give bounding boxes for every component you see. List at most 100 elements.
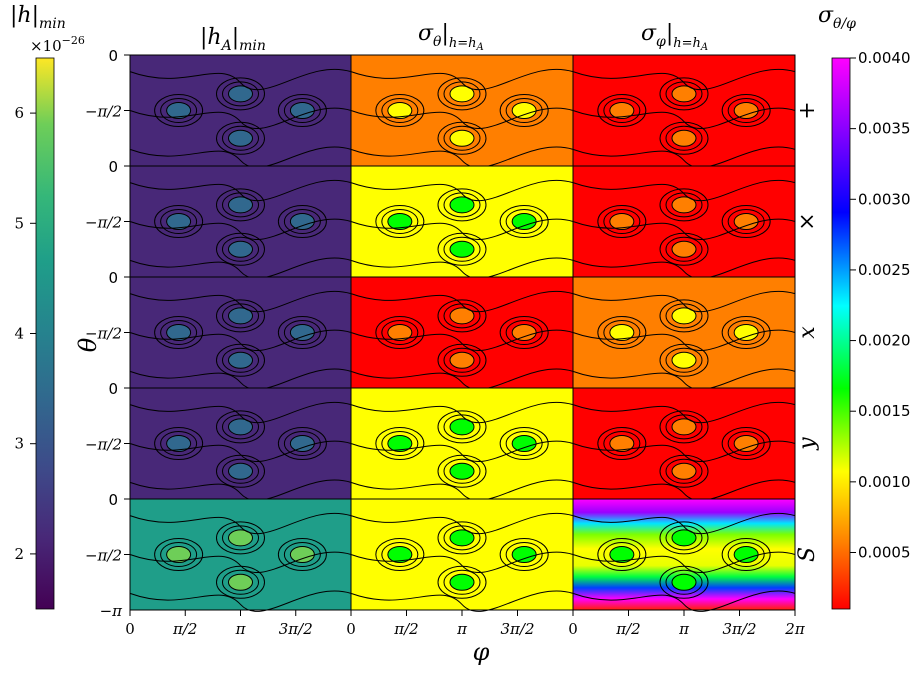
row-labels: + × x y S — [795, 101, 820, 562]
contour-ring — [665, 525, 703, 551]
contour-ring — [277, 316, 327, 349]
y-tick-label: −π/2 — [85, 547, 122, 565]
contour-line — [129, 107, 352, 129]
contour-ring — [437, 188, 487, 222]
contour-ring — [283, 542, 321, 567]
contour-ring — [665, 236, 703, 262]
contour-ring — [665, 347, 703, 373]
contour-line — [129, 479, 352, 501]
contour-ring — [511, 102, 537, 119]
x-tick-label: 0 — [125, 620, 135, 638]
contour-ring — [609, 102, 635, 119]
contour-lines — [129, 290, 352, 390]
right-colorbar-tick-label: 0.0035 — [858, 120, 911, 138]
panel-1-row-S — [129, 498, 352, 612]
contour-ring — [659, 299, 709, 333]
contour-ring — [671, 129, 697, 147]
contour-ring — [659, 410, 709, 444]
y-tick-label: −π/2 — [85, 103, 122, 121]
contour-ring — [277, 427, 327, 460]
contour-lines — [129, 401, 352, 501]
contour-ring — [437, 521, 487, 555]
contour-ring — [222, 525, 259, 551]
contour-ring — [665, 81, 703, 107]
contour-line — [350, 368, 574, 390]
left-colorbar-ticks: 2 3 4 5 6 — [14, 104, 36, 563]
contour-ring — [222, 303, 259, 329]
contour-ring — [505, 209, 543, 234]
contour-line — [129, 257, 352, 279]
contour-line — [572, 218, 796, 240]
contour-ring — [443, 303, 481, 329]
contour-line — [350, 329, 574, 351]
contour-lines — [129, 179, 352, 279]
contour-lines — [572, 401, 796, 501]
left-colorbar-tick-label: 6 — [14, 104, 24, 122]
contour-line — [129, 146, 352, 168]
y-tick-label: 0 — [108, 158, 118, 176]
contour-lines — [572, 68, 796, 168]
contour-ring — [659, 77, 709, 111]
contour-line — [350, 590, 574, 612]
contour-ring — [166, 102, 192, 119]
y-tick-label: 0 — [108, 491, 118, 509]
contour-ring — [727, 542, 765, 567]
contour-ring — [289, 435, 315, 452]
contour-ring — [449, 129, 475, 147]
contour-ring — [375, 427, 425, 460]
right-colorbar-gradient — [831, 57, 851, 610]
contour-ring — [511, 213, 537, 230]
x-tick-label: π — [456, 620, 468, 638]
contour-ring — [671, 462, 697, 480]
contour-ring — [228, 529, 253, 547]
right-colorbar-tick-label: 0.0040 — [858, 49, 911, 67]
contour-lines — [350, 179, 574, 279]
contour-ring — [160, 320, 198, 345]
contour-line — [350, 218, 574, 240]
contour-ring — [381, 431, 419, 456]
contour-line — [350, 146, 574, 168]
contour-line — [129, 440, 352, 462]
contour-ring — [228, 307, 253, 325]
contour-line — [129, 590, 352, 612]
contour-ring — [228, 85, 253, 103]
contour-ring — [160, 209, 198, 234]
right-colorbar-tick-label: 0.0015 — [858, 402, 911, 420]
heatmap-panels — [129, 54, 796, 612]
contour-ring — [443, 192, 481, 218]
contour-ring — [721, 316, 771, 349]
contour-line — [572, 479, 796, 501]
contour-ring — [387, 324, 413, 341]
contour-ring — [603, 209, 641, 234]
contour-ring — [727, 431, 765, 456]
contour-ring — [449, 85, 475, 103]
contour-ring — [671, 240, 697, 258]
contour-line — [129, 551, 352, 573]
contour-ring — [449, 240, 475, 258]
contour-ring — [659, 521, 709, 555]
contour-ring — [609, 324, 635, 341]
contour-ring — [603, 98, 641, 123]
contour-ring — [216, 410, 265, 444]
contour-ring — [222, 192, 259, 218]
contour-ring — [154, 205, 204, 238]
y-axis-ticks: 0 −π/2 0 −π/2 0 −π/2 0 −π/2 0 −π/2 −π — [85, 47, 130, 620]
contour-ring — [505, 320, 543, 345]
contour-ring — [222, 414, 259, 440]
x-tick-label: π — [235, 620, 247, 638]
contour-ring — [449, 418, 475, 436]
contour-ring — [609, 435, 635, 452]
contour-line — [350, 479, 574, 501]
panel-2-row-S — [350, 498, 574, 612]
right-colorbar-tick-label: 0.0025 — [858, 261, 911, 279]
contour-lines — [350, 290, 574, 390]
contour-ring — [499, 316, 549, 349]
contour-ring — [166, 324, 192, 341]
contour-ring — [222, 569, 259, 595]
contour-ring — [375, 205, 425, 238]
contour-ring — [597, 94, 647, 127]
contour-ring — [222, 236, 259, 262]
contour-ring — [609, 213, 635, 230]
contour-ring — [283, 98, 321, 123]
